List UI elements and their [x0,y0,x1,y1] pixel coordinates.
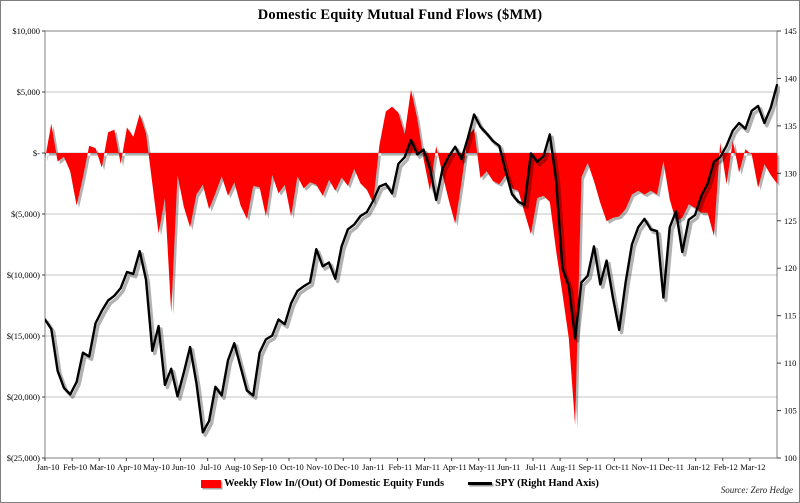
legend-spy-label: SPY (Right Hand Axis) [495,478,599,489]
right-axis-label: 135 [784,121,797,131]
month-label: Feb-11 [389,462,413,472]
legend-item-spy: SPY (Right Hand Axis) [468,478,599,489]
month-label: May-11 [468,462,495,472]
left-axis-label: $(5,000) [11,209,40,219]
spy-line-swatch-icon [468,482,493,485]
series-group [45,83,780,437]
plot-border [44,30,778,459]
month-label: Nov-11 [632,462,658,472]
month-label: Jan-12 [687,462,710,472]
month-label: Mar-10 [90,462,115,472]
left-axis-label: $5,000 [17,87,40,97]
month-label: Jun-11 [497,462,520,472]
left-axis-label: $10,000 [12,26,40,36]
month-label: Sep-11 [578,462,602,472]
month-label: Nov-10 [306,462,332,472]
month-label: Jul-10 [200,462,221,472]
month-label: Aug-11 [550,462,576,472]
right-axis-label: 115 [784,311,796,321]
month-label: Dec-11 [659,462,684,472]
month-label: May-10 [143,462,170,472]
month-label: Oct-11 [606,462,629,472]
month-label: Feb-12 [714,462,738,472]
month-label: Apr-10 [117,462,141,472]
month-label: Jan-11 [362,462,384,472]
left-axis-label: $(15,000) [7,331,40,341]
month-label: Jun-10 [172,462,195,472]
right-axis-label: 145 [784,26,797,36]
month-label: Apr-11 [443,462,467,472]
month-label: Mar-11 [415,462,440,472]
source-attribution: Source: Zero Hedge [720,485,793,495]
right-axis-label: 100 [784,453,797,463]
left-axis-label: $(10,000) [7,270,40,280]
month-label: Feb-10 [63,462,87,472]
spy-line-series [45,83,779,434]
month-label: Jan-10 [37,462,60,472]
right-axis-label: 105 [784,406,797,416]
left-axis-label: $- [33,148,40,158]
right-axis-label: 130 [784,168,797,178]
month-label: Sep-10 [253,462,277,472]
legend-item-flows: Weekly Flow In/(Out) Of Domestic Equity … [201,478,444,489]
right-axis-label: 125 [784,216,797,226]
month-label: Jul-11 [526,462,547,472]
month-label: Dec-10 [334,462,359,472]
chart-legend: Weekly Flow In/(Out) Of Domestic Equity … [1,478,799,489]
chart-title: Domestic Equity Mutual Fund Flows ($MM) [257,7,543,23]
left-axis-label: $(20,000) [7,392,40,402]
month-label: Aug-10 [225,462,251,472]
month-label: Oct-10 [280,462,304,472]
left-axis-label: $(25,000) [7,453,40,463]
right-axis-label: 120 [784,263,797,273]
flows-area-series [45,89,777,426]
right-axis-label: 110 [784,358,796,368]
month-label: Mar-12 [740,462,765,472]
right-axis-label: 140 [784,73,797,83]
flows-area-swatch-icon [201,479,222,488]
legend-flows-label: Weekly Flow In/(Out) Of Domestic Equity … [224,478,445,489]
